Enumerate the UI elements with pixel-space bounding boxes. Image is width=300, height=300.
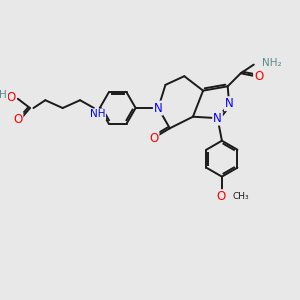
Text: H: H — [0, 90, 7, 100]
Text: N: N — [154, 101, 163, 115]
Text: NH₂: NH₂ — [262, 58, 281, 68]
Text: N: N — [213, 112, 222, 125]
Text: O: O — [217, 190, 226, 203]
Text: NH: NH — [90, 110, 105, 119]
Text: O: O — [149, 132, 158, 145]
Text: O: O — [6, 91, 16, 104]
Text: CH₃: CH₃ — [232, 192, 249, 201]
Text: N: N — [225, 97, 233, 110]
Text: O: O — [254, 70, 263, 83]
Text: O: O — [13, 112, 22, 125]
